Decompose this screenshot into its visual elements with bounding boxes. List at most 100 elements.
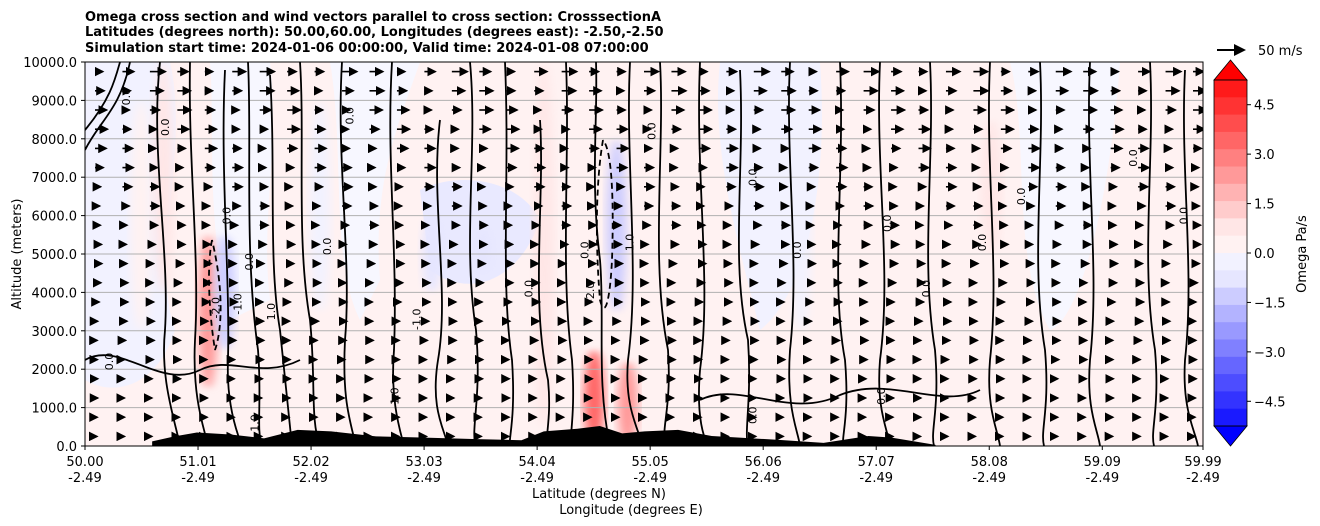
contour-label: 0.0 — [1127, 149, 1140, 167]
x-tick-label-lon: -2.49 — [633, 471, 667, 486]
x-tick-label-lat: 59.99 — [1184, 455, 1221, 470]
x-tick-label-lon: -2.49 — [746, 471, 780, 486]
colorbar-band — [1214, 80, 1247, 98]
contour-label: 0.0 — [746, 407, 759, 425]
colorbar-band — [1214, 391, 1247, 410]
x-tick-label-lat: 56.06 — [745, 455, 782, 470]
contour-label: -2.0 — [584, 282, 597, 303]
contour-line — [657, 62, 670, 446]
x-tick-label-lon: -2.49 — [859, 471, 893, 486]
contour-label: 0.0 — [321, 238, 334, 256]
y-gridlines — [85, 62, 1203, 446]
wind-reference-label: 50 m/s — [1258, 44, 1303, 59]
colorbar-tick-label: −4.5 — [1254, 395, 1286, 410]
contour-line — [85, 62, 121, 131]
contour-label: 0.0 — [159, 119, 172, 137]
colorbar-band — [1214, 149, 1247, 167]
x-axis-label-latitude: Latitude (degrees N) — [532, 487, 666, 502]
y-tick-label: 1000.0 — [32, 402, 78, 417]
contour-line — [299, 62, 321, 446]
contour-line — [593, 62, 611, 446]
contour-line-negative — [595, 139, 614, 309]
contour-line — [1147, 62, 1158, 446]
contour-label: 1.0 — [248, 414, 261, 432]
colorbar-band — [1214, 235, 1247, 254]
contour-label: -1.0 — [411, 309, 424, 330]
y-tick-label: 4000.0 — [32, 286, 78, 301]
contour-label: 0.0 — [646, 122, 659, 140]
contour-label: -1.0 — [232, 293, 245, 314]
contour-label: 1.0 — [388, 387, 401, 405]
colorbar-band — [1214, 408, 1247, 427]
contour-line — [537, 119, 551, 446]
colorbar-band — [1214, 218, 1247, 237]
colorbar-band — [1214, 356, 1247, 375]
contour-line — [878, 62, 891, 446]
contour-label: 0.0 — [881, 215, 894, 233]
colorbar-band — [1214, 131, 1247, 150]
omega-patch — [533, 62, 554, 427]
contour-line — [698, 62, 709, 446]
y-tick-label: 10000.0 — [23, 56, 77, 71]
y-tick-label: 5000.0 — [32, 248, 78, 263]
x-tick-label-lon: -2.49 — [294, 471, 328, 486]
colorbar-band — [1214, 166, 1247, 185]
x-axis-ticks: 50.00-2.4951.01-2.4952.02-2.4953.03-2.49… — [66, 446, 1222, 486]
colorbar-band — [1214, 270, 1247, 289]
x-axis-label-longitude: Longitude (degrees E) — [559, 503, 703, 518]
x-tick-label-lon: -2.49 — [520, 471, 554, 486]
colorbar-band — [1214, 183, 1247, 202]
y-tick-label: 6000.0 — [32, 210, 78, 225]
contour-label: 0.0 — [791, 241, 804, 259]
y-axis-ticks: 0.0 1000.0 2000.0 3000.0 4000.0 5000.0 6000.0 7… — [23, 56, 85, 455]
y-tick-label: 7000.0 — [32, 171, 78, 186]
colorbar-tick-label: 3.0 — [1254, 148, 1275, 163]
y-tick-label: 2000.0 — [32, 363, 78, 378]
contour-label: 0.0 — [1177, 207, 1190, 225]
title-line-3: Simulation start time: 2024-01-06 00:00:… — [85, 41, 649, 56]
omega-patch — [472, 227, 493, 274]
contour-line — [737, 69, 751, 446]
contour-label: 0.0 — [243, 253, 256, 271]
colorbar-band — [1214, 97, 1247, 116]
contour-line — [434, 119, 449, 446]
omega-patch — [310, 100, 331, 312]
x-tick-label-lat: 51.01 — [179, 455, 216, 470]
colorbar-band — [1214, 304, 1247, 323]
contour-label: 0.0 — [220, 207, 233, 225]
colorbar-tick-label: 4.5 — [1254, 99, 1275, 114]
y-tick-label: 3000.0 — [32, 325, 78, 340]
x-tick-label-lat: 50.00 — [66, 455, 103, 470]
colorbar-band — [1214, 374, 1247, 392]
colorbar-extend-max — [1213, 59, 1248, 81]
x-tick-label-lat: 54.04 — [519, 455, 556, 470]
y-tick-label: 9000.0 — [32, 94, 78, 109]
colorbar-band — [1214, 339, 1247, 358]
terrain-silhouette — [152, 426, 936, 446]
x-tick-label-lon: -2.49 — [972, 471, 1006, 486]
contour-label: 0.0 — [523, 280, 536, 298]
contour-label: 0.0 — [1015, 188, 1028, 206]
contour-line-negative — [208, 239, 222, 351]
colorbar-band — [1214, 253, 1247, 271]
omega-patch — [617, 361, 638, 446]
contour-label: 0.0 — [875, 387, 888, 405]
x-tick-label-lon: -2.49 — [1085, 471, 1119, 486]
colorbar-band — [1214, 287, 1247, 306]
x-tick-label-lat: 57.07 — [858, 455, 895, 470]
x-tick-label-lon: -2.49 — [68, 471, 102, 486]
x-tick-label-lat: 58.08 — [971, 455, 1008, 470]
x-tick-label-lon: -2.49 — [1186, 471, 1220, 486]
x-tick-label-lat: 52.02 — [292, 455, 329, 470]
colorbar-tick-label: 0.0 — [1254, 247, 1275, 262]
contour-line — [988, 62, 1001, 446]
contour-line — [85, 354, 301, 376]
contour-label: 0.0 — [579, 241, 592, 259]
contour-label: 0.0 — [746, 168, 759, 186]
colorbar-tick-label: −1.5 — [1254, 296, 1286, 311]
wind-reference-key: 50 m/s — [1217, 44, 1303, 59]
wind-vectors — [89, 66, 1203, 442]
colorbar-tick-label: −3.0 — [1254, 346, 1286, 361]
contour-label: 1.0 — [623, 234, 636, 252]
